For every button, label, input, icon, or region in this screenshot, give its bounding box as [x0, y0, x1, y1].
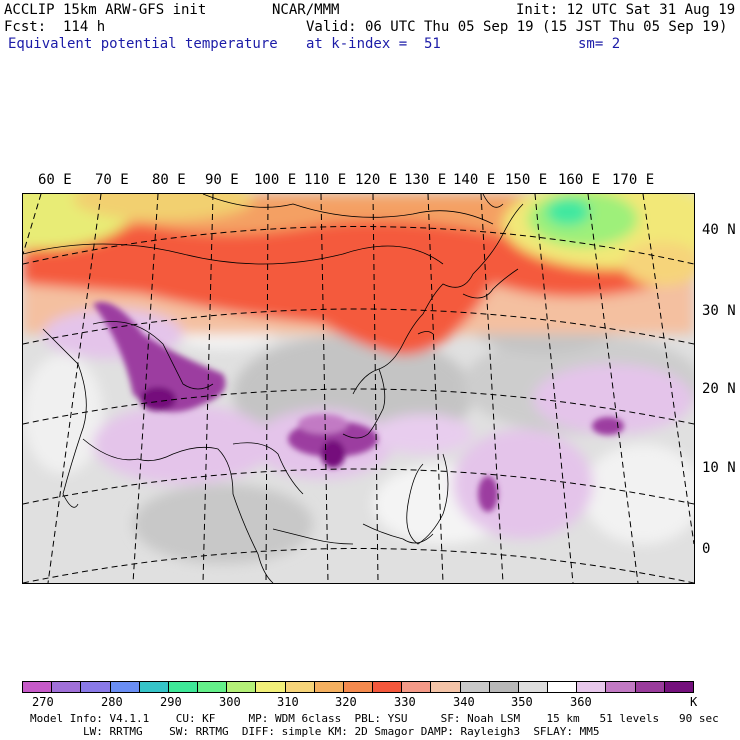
theta-e-max — [93, 302, 624, 512]
colorbar-swatch — [489, 682, 519, 692]
org-label: NCAR/MMM — [272, 2, 340, 18]
valid-time: Valid: 06 UTC Thu 05 Sep 19 (15 JST Thu … — [306, 19, 728, 35]
colorbar-label: 310 — [277, 695, 299, 709]
lat-label: 30 N — [702, 303, 736, 319]
lon-label: 110 E — [304, 172, 347, 188]
colorbar-swatch — [431, 682, 461, 692]
lon-label: 150 E — [505, 172, 548, 188]
colorbar-swatch — [635, 682, 665, 692]
model-info-line2: LW: RRTMG SW: RRTMG DIFF: simple KM: 2D … — [30, 725, 600, 738]
colorbar-swatch — [285, 682, 315, 692]
colorbar-label: 340 — [453, 695, 475, 709]
colorbar-label: 360 — [570, 695, 592, 709]
colorbar-swatch — [139, 682, 169, 692]
forecast-hour: Fcst: 114 h — [4, 19, 106, 35]
colorbar-swatch — [314, 682, 344, 692]
colorbar-label: 300 — [219, 695, 241, 709]
lon-label: 90 E — [205, 172, 239, 188]
colorbar-swatch — [548, 682, 578, 692]
colorbar-swatch — [168, 682, 199, 692]
lon-label: 170 E — [612, 172, 655, 188]
theta-e-shading — [23, 194, 694, 564]
colorbar-label: 280 — [101, 695, 123, 709]
lon-label: 60 E — [38, 172, 72, 188]
colorbar-swatch — [227, 682, 257, 692]
colorbar-swatch — [606, 682, 636, 692]
lon-label: 130 E — [404, 172, 447, 188]
level-label: at k-index = 51 — [306, 36, 441, 52]
colorbar-label: 330 — [394, 695, 416, 709]
colorbar-label: 270 — [32, 695, 54, 709]
colorbar-swatch — [460, 682, 490, 692]
colorbar-swatch — [373, 682, 403, 692]
colorbar-swatch — [81, 682, 111, 692]
init-time: Init: 12 UTC Sat 31 Aug 19 — [516, 2, 736, 18]
field-name: Equivalent potential temperature — [8, 36, 278, 52]
colorbar-swatch — [23, 682, 53, 692]
colorbar-swatch — [52, 682, 82, 692]
colorbar-swatch — [518, 682, 549, 692]
lat-label: 10 N — [702, 460, 736, 476]
colorbar-swatch — [256, 682, 286, 692]
colorbar-unit: K — [690, 695, 698, 709]
lat-label: 20 N — [702, 381, 736, 397]
lat-label: 0 — [702, 541, 711, 557]
colorbar-label: 320 — [335, 695, 357, 709]
colorbar-swatch — [198, 682, 228, 692]
colorbar-swatch — [110, 682, 140, 692]
smoothing-label: sm= 2 — [578, 36, 621, 52]
lon-label: 80 E — [152, 172, 186, 188]
model-title: ACCLIP 15km ARW-GFS init — [4, 2, 207, 18]
lon-label: 100 E — [254, 172, 297, 188]
colorbar-label: 350 — [511, 695, 533, 709]
colorbar-swatch — [664, 682, 693, 692]
colorbar-swatch — [402, 682, 432, 692]
model-info-line1: Model Info: V4.1.1 CU: KF MP: WDM 6class… — [30, 712, 719, 725]
colorbar-label: 290 — [160, 695, 182, 709]
colorbar-swatch — [577, 682, 607, 692]
coastlines — [23, 194, 524, 583]
map-canvas — [23, 194, 694, 583]
lon-label: 120 E — [355, 172, 398, 188]
graticule — [23, 194, 694, 583]
lon-label: 140 E — [453, 172, 496, 188]
map-panel — [22, 193, 695, 584]
colorbar-swatch — [343, 682, 374, 692]
colorbar — [22, 681, 694, 693]
lon-label: 160 E — [558, 172, 601, 188]
lat-label: 40 N — [702, 222, 736, 238]
lon-label: 70 E — [95, 172, 129, 188]
